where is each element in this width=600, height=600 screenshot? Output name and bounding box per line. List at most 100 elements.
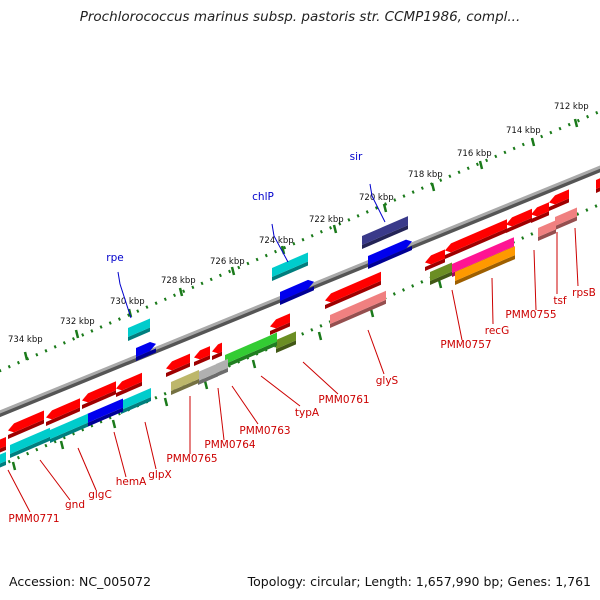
label-leader-line (39, 459, 71, 501)
accession-label: Accession: NC_005072 (9, 574, 152, 589)
tick-label: 720 kbp (359, 193, 394, 203)
gene-chlP-upper[interactable] (272, 252, 308, 281)
tick-mark (332, 224, 338, 234)
gene-PMM0757[interactable] (430, 262, 452, 285)
gene-PMM0761[interactable] (276, 331, 296, 353)
tick-label: 712 kbp (554, 102, 589, 112)
tick-mark (111, 419, 117, 429)
gene-label-sir[interactable]: sir (350, 151, 363, 163)
gene-sir-upper[interactable] (362, 216, 408, 249)
gene-PMM0761-red[interactable] (270, 313, 290, 335)
label-leader-line (144, 421, 157, 470)
label-leader-line (451, 289, 463, 341)
gene-label-recG[interactable]: recG (485, 325, 509, 337)
tick-label: 726 kbp (210, 257, 245, 267)
gene-rpe[interactable] (136, 341, 156, 361)
gene-gnd[interactable] (10, 427, 50, 458)
tick-label: 714 kbp (506, 126, 541, 136)
tick-mark (573, 118, 579, 128)
tick-mark (430, 182, 436, 192)
gene-PMM0764-red[interactable] (194, 346, 210, 366)
label-leader-line (491, 277, 494, 325)
label-leader-line (231, 385, 259, 425)
gene-rpsB-red[interactable] (596, 175, 600, 193)
label-leader-line (113, 431, 127, 478)
tick-label: 716 kbp (457, 149, 492, 159)
gene-tsf-red[interactable] (531, 202, 549, 223)
tick-mark (251, 359, 257, 369)
gene-PMM0765-red[interactable] (166, 353, 190, 377)
gene-glpX-red[interactable] (116, 372, 142, 397)
gene-glyS[interactable] (330, 290, 386, 328)
tick-mark (74, 329, 80, 339)
gene-label-PMM0763[interactable]: PMM0763 (239, 425, 290, 437)
gene-label-hemA[interactable]: hemA (116, 476, 147, 488)
gene-label-PMM0757[interactable]: PMM0757 (440, 339, 491, 351)
gene-label-chlP[interactable]: chlP (252, 191, 274, 203)
gene-PMM0765[interactable] (171, 369, 199, 395)
gene-typA[interactable] (225, 332, 277, 368)
label-leader-line (302, 361, 339, 395)
gene-chlP[interactable] (280, 279, 314, 305)
gene-glgC-red[interactable] (46, 398, 80, 426)
tick-mark (280, 245, 286, 255)
gene-hemA[interactable] (87, 398, 123, 427)
gene-label-rpsB[interactable]: rpsB (572, 287, 596, 299)
gene-label-rpe[interactable]: rpe (106, 252, 123, 264)
gene-recG-orange[interactable] (455, 246, 515, 285)
tick-mark (317, 331, 323, 341)
gene-recG-red[interactable] (445, 219, 507, 259)
gene-label-glgC[interactable]: glgC (88, 489, 112, 501)
tick-mark (178, 287, 184, 297)
gene-gnd-red[interactable] (8, 410, 44, 439)
tick-label: 728 kbp (161, 276, 196, 286)
tick-mark (203, 380, 209, 390)
gene-rpsB[interactable] (555, 207, 577, 230)
tick-mark (11, 461, 17, 471)
gene-glpX[interactable] (121, 388, 151, 414)
gene-label-glpX[interactable]: glpX (148, 469, 171, 481)
tick-label: 722 kbp (309, 215, 344, 225)
page-title: Prochlorococcus marinus subsp. pastoris … (79, 9, 521, 25)
tick-label: 734 kbp (8, 335, 43, 345)
gene-tsf[interactable] (538, 220, 556, 241)
tick-mark (478, 160, 484, 170)
gene-label-typA[interactable]: typA (295, 407, 320, 419)
gene-label-PMM0755[interactable]: PMM0755 (505, 309, 556, 321)
gene-label-tsf[interactable]: tsf (553, 295, 567, 307)
gene-rpe-upper[interactable] (128, 318, 150, 341)
gene-PMM0771[interactable] (0, 451, 6, 471)
tick-mark (382, 203, 388, 213)
gene-sir[interactable] (368, 239, 412, 269)
gene-label-PMM0761[interactable]: PMM0761 (318, 394, 369, 406)
gene-glyS-red[interactable] (325, 271, 381, 309)
label-leader-line (7, 469, 31, 513)
gene-label-PMM0764[interactable]: PMM0764 (204, 439, 255, 451)
gene-PMM0763-red[interactable] (212, 342, 222, 360)
gene-hemA-red[interactable] (82, 381, 116, 409)
gene-PMM0755[interactable] (506, 208, 532, 233)
label-leader-line (117, 271, 132, 319)
gene-PMM0763[interactable] (216, 358, 228, 377)
gene-label-gnd[interactable]: gnd (65, 499, 85, 511)
gene-glgC[interactable] (50, 413, 88, 443)
gene-PMM0764[interactable] (198, 363, 218, 385)
label-leader-line (217, 387, 225, 441)
gene-label-glyS[interactable]: glyS (376, 375, 399, 387)
tick-mark (59, 440, 65, 450)
gene-rpsB-b[interactable] (549, 189, 569, 211)
label-leader-line (574, 227, 579, 287)
tick-label: 730 kbp (110, 297, 145, 307)
label-leader-line (369, 183, 386, 223)
gene-PMM0757-red[interactable] (425, 249, 445, 271)
gene-label-PMM0765[interactable]: PMM0765 (166, 453, 217, 465)
gene-label-PMM0771[interactable]: PMM0771 (8, 513, 59, 525)
label-leader-line (533, 249, 537, 311)
genome-info-label: Topology: circular; Length: 1,657,990 bp… (247, 574, 591, 589)
label-leader-line (260, 375, 301, 407)
label-leader-line (367, 329, 385, 375)
gene-PMM0771-red[interactable] (0, 436, 6, 456)
tick-mark (530, 137, 536, 147)
tick-mark (369, 308, 375, 318)
